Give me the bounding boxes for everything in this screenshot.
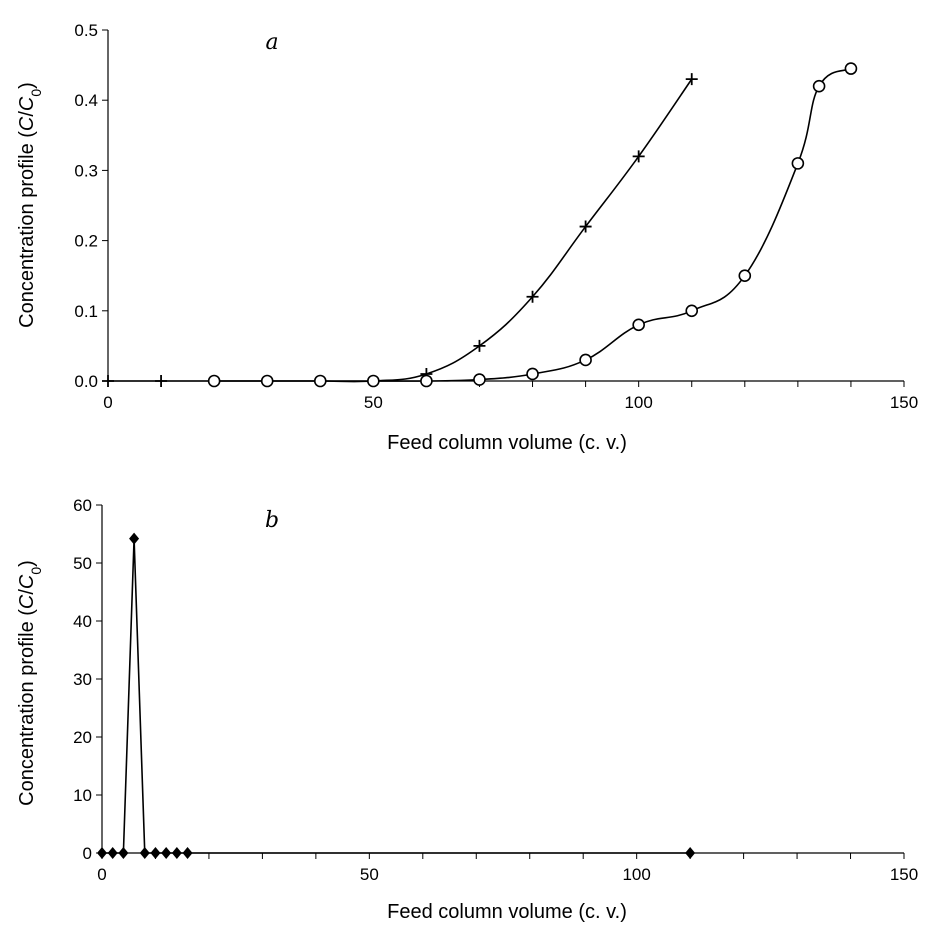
y-tick-label-b: 0 — [83, 844, 92, 863]
data-point-circle — [313, 374, 327, 388]
x-axis-title-b: Feed column volume (c. v.) — [387, 901, 627, 923]
y-tick-label-a: 0.0 — [74, 372, 98, 391]
data-point-plus — [579, 220, 592, 233]
chart-panel-b: b Feed column volume (c. v.) Concentrati… — [16, 496, 918, 923]
data-point-circle — [579, 353, 592, 367]
chart-panel-a: a Feed column volume (c. v.) Concentrati… — [16, 21, 918, 454]
data-point-diamond — [150, 847, 161, 859]
y-tick-label-b: 30 — [73, 670, 92, 689]
data-point-diamond — [139, 847, 150, 859]
y-tick-label-a: 0.1 — [74, 302, 98, 321]
data-point-circle — [812, 79, 826, 93]
y-axis-title-a: Concentration profile (C/C0) — [16, 82, 44, 328]
data-point-circle — [791, 157, 805, 170]
data-point-circle — [685, 304, 699, 318]
data-point-circle — [844, 62, 858, 75]
data-point-plus — [155, 375, 168, 387]
x-tick-label-a: 150 — [890, 393, 918, 412]
data-point-diamond — [171, 847, 182, 859]
x-tick-label-a: 0 — [103, 393, 112, 412]
panel-label-b: b — [265, 508, 279, 533]
data-point-plus — [102, 375, 114, 387]
data-point-circle — [738, 269, 752, 283]
data-point-diamond — [97, 847, 107, 859]
series-line-b-0 — [102, 538, 691, 854]
data-point-plus — [473, 339, 486, 352]
data-point-plus — [685, 73, 698, 86]
x-tick-label-b: 50 — [360, 865, 379, 884]
series-line-a-1 — [214, 67, 852, 382]
data-point-diamond — [161, 847, 172, 859]
y-tick-label-b: 20 — [73, 728, 92, 747]
data-point-diamond — [118, 847, 129, 859]
data-point-diamond — [685, 847, 696, 859]
y-tick-label-a: 0.2 — [74, 232, 98, 251]
y-tick-label-b: 50 — [73, 554, 92, 573]
y-tick-label-a: 0.4 — [74, 91, 98, 110]
series-line-a-0 — [108, 78, 693, 383]
x-tick-label-b: 150 — [890, 865, 918, 884]
data-point-circle — [420, 374, 433, 388]
y-tick-label-a: 0.5 — [74, 21, 98, 40]
data-point-plus — [632, 150, 645, 163]
data-point-circle — [526, 367, 539, 381]
data-point-diamond — [107, 847, 118, 859]
y-tick-label-b: 40 — [73, 612, 92, 631]
data-point-circle — [367, 374, 380, 388]
y-tick-label-a: 0.3 — [74, 161, 98, 180]
x-tick-label-a: 50 — [364, 393, 383, 412]
data-point-plus — [526, 290, 539, 303]
data-point-circle — [260, 374, 274, 388]
data-point-diamond — [129, 532, 140, 545]
y-tick-label-b: 10 — [73, 786, 92, 805]
x-tick-label-b: 0 — [97, 865, 106, 884]
x-tick-label-a: 100 — [624, 393, 652, 412]
data-point-circle — [473, 373, 486, 386]
y-tick-label-b: 60 — [73, 496, 92, 515]
x-tick-label-b: 100 — [622, 865, 650, 884]
data-point-circle — [207, 374, 221, 388]
x-axis-title-a: Feed column volume (c. v.) — [387, 432, 627, 454]
data-point-diamond — [182, 847, 193, 859]
data-point-circle — [632, 318, 645, 332]
panel-label-a: a — [265, 30, 278, 55]
y-axis-title-b: Concentration profile (C/C0) — [16, 560, 44, 806]
